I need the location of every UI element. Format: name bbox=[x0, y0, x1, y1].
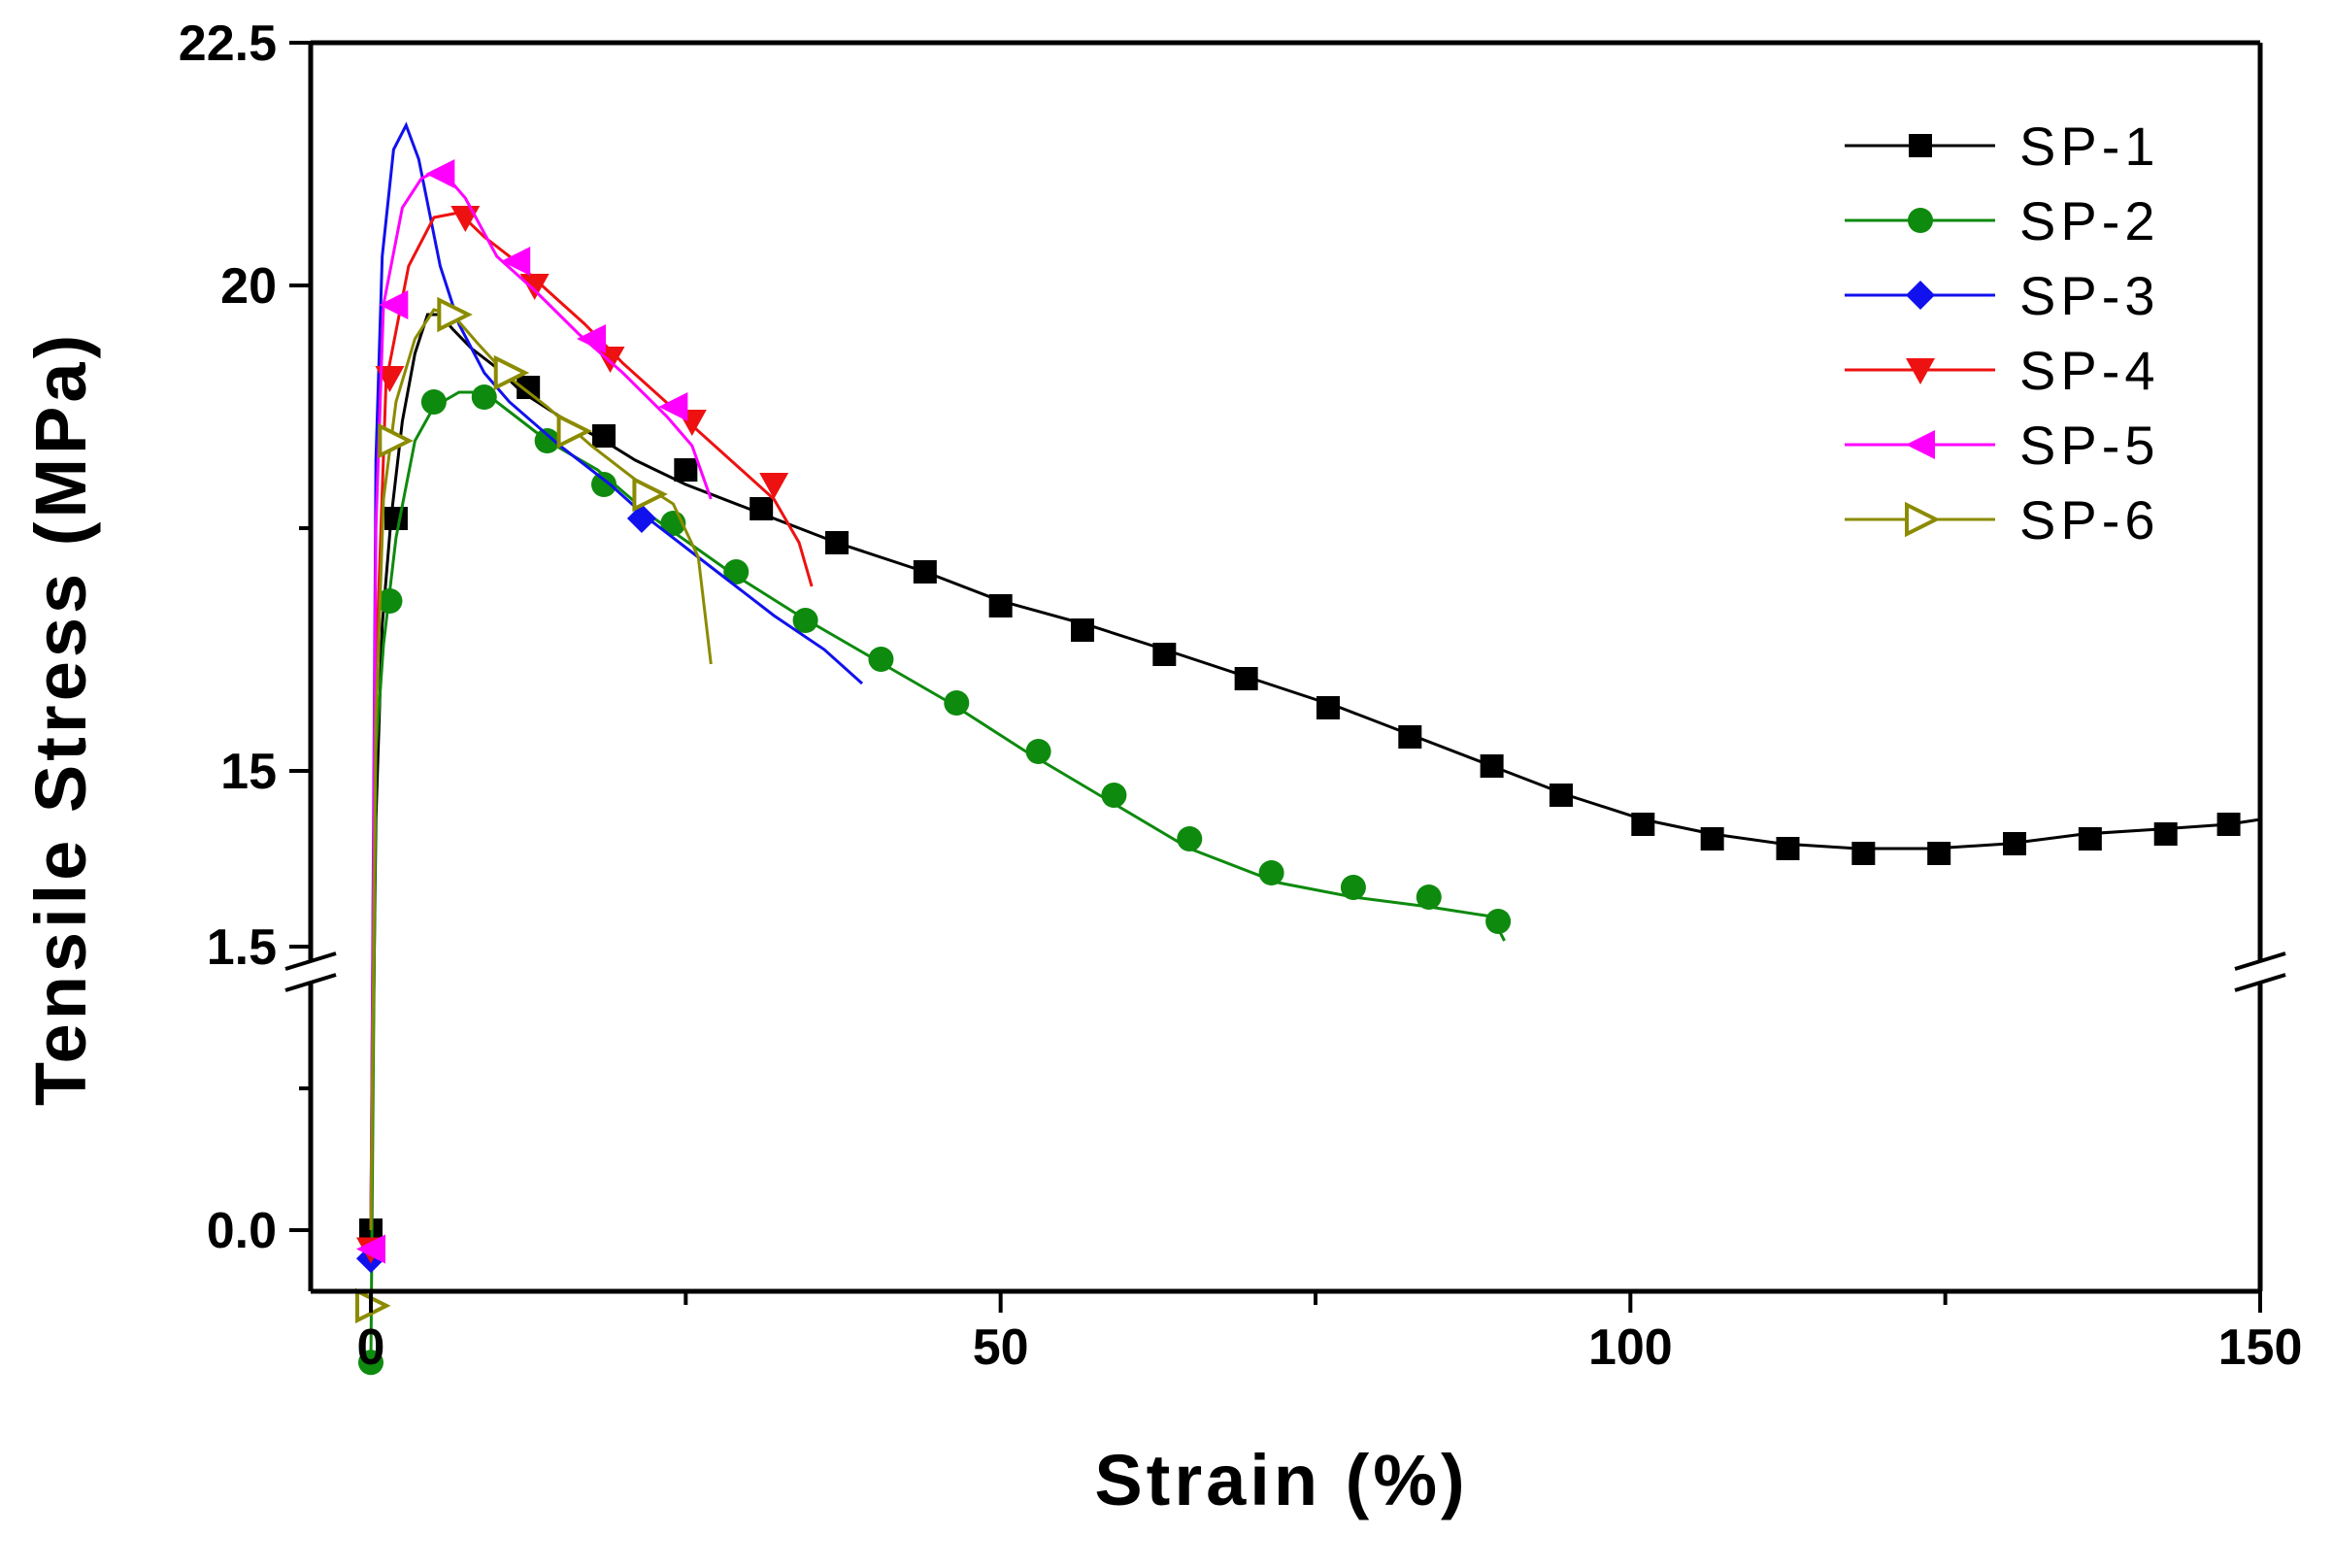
data-point-sp-4-4 bbox=[595, 347, 625, 373]
data-point-sp-4-6 bbox=[759, 473, 789, 499]
legend-item-sp-4: SP-4 bbox=[1845, 340, 2160, 401]
data-point-sp-6-3 bbox=[493, 354, 530, 391]
data-point-sp-1-1 bbox=[383, 507, 408, 530]
series-line-sp-3 bbox=[369, 121, 864, 1231]
legend-label-sp-2: SP-2 bbox=[2019, 190, 2160, 251]
data-point-sp-2-4 bbox=[534, 428, 560, 453]
y-axis-break-right-bottom bbox=[2234, 973, 2286, 992]
data-point-sp-1-3 bbox=[592, 424, 617, 448]
data-point-sp-5-5 bbox=[658, 392, 688, 421]
data-point-sp-2-14 bbox=[1258, 860, 1284, 885]
data-point-sp-1-7 bbox=[913, 560, 937, 584]
data-point-sp-6-1 bbox=[378, 422, 414, 459]
legend-marker-sp-2 bbox=[1908, 208, 1933, 233]
data-point-sp-1-8 bbox=[988, 594, 1013, 617]
y-tick-label-0.0: 0.0 bbox=[207, 1203, 277, 1259]
data-point-sp-5-4 bbox=[577, 324, 607, 353]
x-tick-label-50: 50 bbox=[973, 1319, 1029, 1376]
series-line-sp-5 bbox=[369, 167, 713, 1231]
data-point-sp-2-10 bbox=[944, 690, 970, 716]
data-point-sp-1-17 bbox=[1700, 827, 1724, 851]
legend-item-sp-2: SP-2 bbox=[1845, 190, 2160, 251]
data-point-sp-1-4 bbox=[674, 458, 698, 482]
legend-item-sp-5: SP-5 bbox=[1845, 415, 2160, 476]
data-point-sp-5-3 bbox=[501, 247, 531, 276]
data-point-sp-1-9 bbox=[1070, 618, 1094, 642]
data-point-sp-1-24 bbox=[2216, 813, 2241, 836]
legend-marker-sp-6 bbox=[1905, 501, 1941, 538]
y-axis-break-left-top bbox=[284, 951, 337, 971]
legend-marker-sp-5 bbox=[1906, 430, 1935, 459]
legend-label-sp-5: SP-5 bbox=[2019, 415, 2160, 476]
data-point-sp-1-15 bbox=[1549, 784, 1573, 807]
data-point-sp-1-12 bbox=[1316, 696, 1340, 719]
legend-marker-sp-1 bbox=[1909, 134, 1932, 157]
series-layer bbox=[355, 121, 2261, 1376]
y-tick-label-20: 20 bbox=[220, 258, 277, 315]
series-sp-5 bbox=[356, 159, 713, 1264]
legend-marker-sp-4 bbox=[1906, 358, 1935, 384]
y-tick-label-15: 15 bbox=[220, 744, 277, 800]
data-point-sp-6-4 bbox=[556, 413, 593, 450]
legend: SP-1 SP-2 SP-3 SP-4 SP-5 SP-6 bbox=[1845, 116, 2160, 550]
data-point-sp-1-20 bbox=[1927, 842, 1951, 865]
data-point-sp-6-5 bbox=[632, 476, 668, 513]
data-point-sp-2-15 bbox=[1340, 875, 1366, 900]
data-point-sp-1-13 bbox=[1398, 725, 1422, 749]
data-point-sp-1-6 bbox=[825, 531, 850, 554]
data-point-sp-1-22 bbox=[2078, 827, 2102, 851]
legend-label-sp-1: SP-1 bbox=[2019, 116, 2160, 177]
data-point-sp-1-14 bbox=[1480, 754, 1504, 778]
data-point-sp-4-3 bbox=[519, 274, 550, 300]
legend-label-sp-6: SP-6 bbox=[2019, 489, 2160, 550]
axes-layer: 0 50 100 150 0.0 1.5 15 20 22.5 bbox=[179, 16, 2303, 1376]
data-point-sp-2-13 bbox=[1177, 826, 1203, 851]
data-point-sp-2-1 bbox=[377, 588, 403, 614]
legend-item-sp-1: SP-1 bbox=[1845, 116, 2160, 177]
data-point-sp-1-21 bbox=[2003, 832, 2027, 855]
data-point-sp-2-17 bbox=[1485, 909, 1512, 934]
legend-item-sp-3: SP-3 bbox=[1845, 265, 2160, 326]
data-point-sp-1-23 bbox=[2153, 822, 2178, 846]
data-point-sp-3-1 bbox=[626, 504, 656, 533]
x-tick-label-100: 100 bbox=[1588, 1319, 1673, 1376]
legend-marker-sp-3 bbox=[1906, 281, 1935, 310]
series-sp-1 bbox=[359, 313, 2261, 1242]
data-point-sp-2-0 bbox=[358, 1350, 383, 1376]
data-point-sp-1-5 bbox=[750, 497, 774, 520]
data-point-sp-2-12 bbox=[1101, 783, 1127, 808]
y-axis-break-left-bottom bbox=[284, 973, 337, 992]
data-point-sp-2-11 bbox=[1025, 739, 1051, 764]
legend-label-sp-3: SP-3 bbox=[2019, 265, 2160, 326]
data-point-sp-5-2 bbox=[425, 159, 455, 188]
y-tick-label-22.5: 22.5 bbox=[179, 16, 277, 72]
data-point-sp-1-18 bbox=[1776, 837, 1800, 860]
y-tick-label-1.5: 1.5 bbox=[207, 919, 277, 976]
data-point-sp-1-19 bbox=[1851, 842, 1876, 865]
data-point-sp-2-8 bbox=[792, 608, 818, 633]
data-point-sp-1-11 bbox=[1234, 667, 1258, 690]
legend-label-sp-4: SP-4 bbox=[2019, 340, 2160, 401]
data-point-sp-2-16 bbox=[1416, 884, 1442, 910]
data-point-sp-2-5 bbox=[591, 472, 617, 497]
data-point-sp-5-0 bbox=[356, 1234, 385, 1264]
series-sp-6 bbox=[355, 296, 713, 1324]
x-tick-label-150: 150 bbox=[2218, 1319, 2303, 1376]
y-axis-break-right-top bbox=[2234, 951, 2286, 971]
legend-item-sp-6: SP-6 bbox=[1845, 489, 2160, 550]
y-axis-title: Tensile Stress (MPa) bbox=[20, 331, 101, 1106]
x-tick-label-0: 0 bbox=[357, 1319, 385, 1376]
data-point-sp-1-16 bbox=[1631, 813, 1655, 836]
data-point-sp-2-9 bbox=[868, 647, 894, 672]
data-point-sp-2-7 bbox=[723, 559, 750, 584]
data-point-sp-6-2 bbox=[437, 296, 473, 333]
data-point-sp-2-2 bbox=[420, 389, 447, 415]
data-point-sp-1-10 bbox=[1152, 643, 1177, 666]
data-point-sp-2-3 bbox=[471, 384, 497, 410]
data-point-sp-5-1 bbox=[379, 290, 409, 319]
x-axis-title: Strain (%) bbox=[1094, 1440, 1468, 1520]
